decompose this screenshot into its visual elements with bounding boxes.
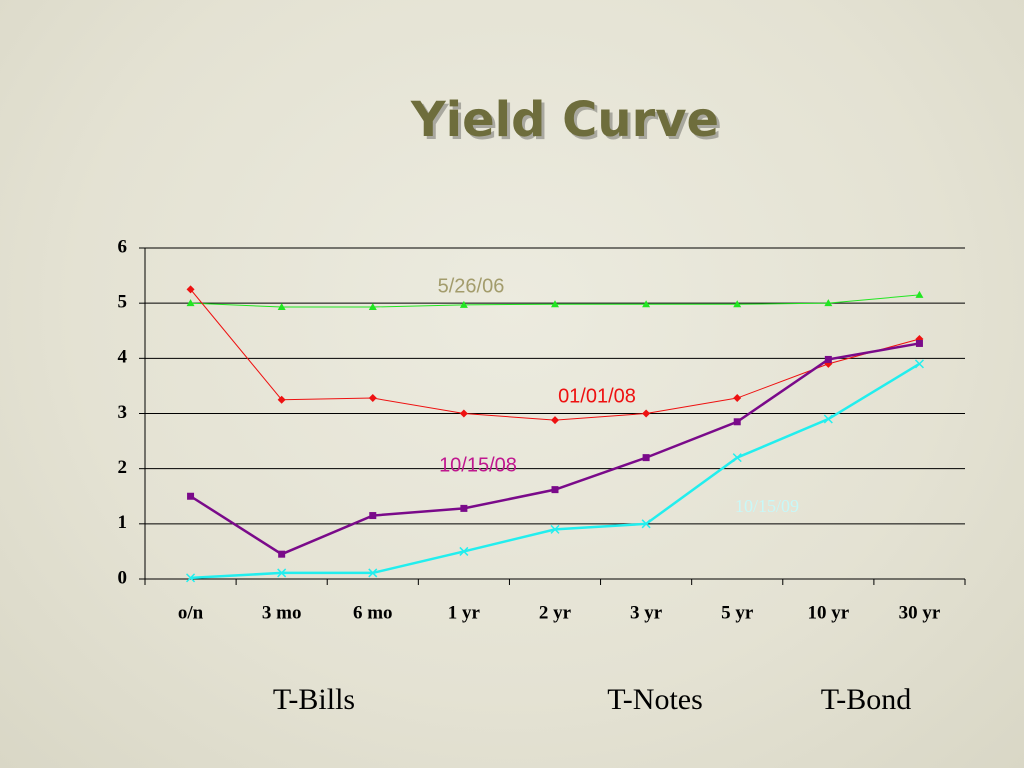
point-marker <box>460 504 468 512</box>
point-marker <box>368 568 378 578</box>
point-marker <box>550 524 560 534</box>
point-marker <box>642 409 651 418</box>
y-tick-label: 5 <box>118 292 128 313</box>
legend-label: 01/01/08 <box>558 385 636 407</box>
y-tick-label: 1 <box>118 512 128 533</box>
legend-label: 5/26/06 <box>438 275 505 297</box>
series-line <box>189 342 920 556</box>
x-tick-label: 3 yr <box>630 602 663 623</box>
y-tick-label: 0 <box>118 567 128 588</box>
point-marker <box>369 512 377 520</box>
point-marker <box>186 299 195 307</box>
point-marker <box>368 303 377 311</box>
point-marker <box>642 454 650 462</box>
chart-title-shadow: Yield Curve <box>413 95 722 151</box>
point-marker <box>732 453 742 463</box>
series-line <box>190 289 920 421</box>
point-marker <box>915 339 923 347</box>
x-tick-label: 10 yr <box>807 602 849 623</box>
point-marker <box>459 300 468 308</box>
y-tick-label: 3 <box>118 402 128 423</box>
point-marker <box>914 359 924 369</box>
point-marker <box>186 573 196 583</box>
legend-label: 10/15/09 <box>735 496 799 516</box>
point-marker <box>551 300 559 308</box>
x-tick-label: 30 yr <box>899 602 941 623</box>
y-tick-label: 4 <box>118 347 128 368</box>
x-tick-label: 5 yr <box>721 602 754 623</box>
point-marker <box>823 414 833 424</box>
point-marker <box>641 519 651 529</box>
x-tick-label: 2 yr <box>539 602 572 623</box>
point-marker <box>733 300 742 308</box>
point-marker <box>551 486 559 494</box>
point-marker <box>733 394 742 403</box>
x-tick-label: o/n <box>178 602 204 623</box>
point-marker <box>187 492 195 500</box>
group-label: T-Notes <box>607 683 703 716</box>
point-marker <box>277 395 286 404</box>
point-marker <box>277 568 287 578</box>
point-marker <box>824 299 833 307</box>
y-tick-label: 2 <box>118 457 128 478</box>
x-tick-label: 3 mo <box>262 602 302 623</box>
group-label: T-Bond <box>821 683 912 716</box>
point-marker <box>642 300 651 308</box>
point-marker <box>459 409 468 418</box>
point-marker <box>368 394 377 403</box>
x-tick-label: 1 yr <box>448 602 481 623</box>
point-marker <box>733 418 741 426</box>
point-marker <box>824 355 832 363</box>
point-marker <box>277 303 286 311</box>
chart-title: Yield Curve <box>410 92 719 148</box>
point-marker <box>459 546 469 556</box>
point-marker <box>551 416 559 425</box>
legend-label: 10/15/08 <box>439 454 517 476</box>
y-tick-label: 6 <box>118 236 128 257</box>
point-marker <box>186 285 195 294</box>
point-marker <box>915 290 924 298</box>
group-label: T-Bills <box>273 683 355 716</box>
x-tick-label: 6 mo <box>353 602 393 623</box>
point-marker <box>278 550 286 558</box>
